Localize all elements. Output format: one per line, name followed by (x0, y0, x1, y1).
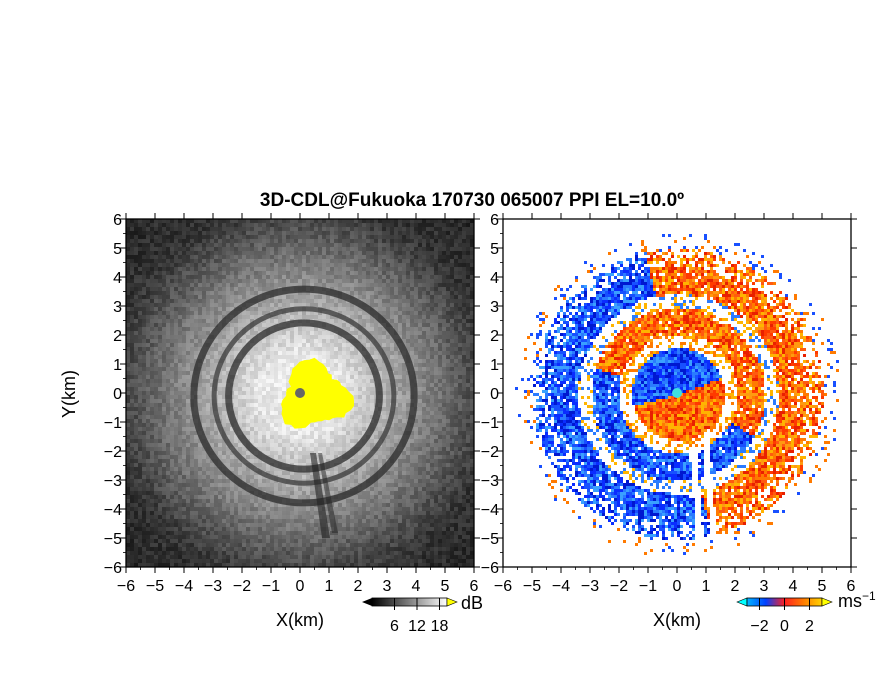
beam-shadow (318, 453, 338, 533)
y-tick-label: 3 (113, 299, 122, 316)
x-tick-label: 0 (673, 578, 682, 595)
y-tick-label: 3 (490, 299, 499, 316)
y-tick-label: 5 (113, 241, 122, 258)
reflectivity-ring (225, 319, 383, 473)
colorbar-tick-label: 2 (805, 618, 814, 635)
x-tick-label: 3 (760, 578, 769, 595)
y-tick-label: 0 (113, 386, 122, 403)
y-tick-label: 4 (490, 270, 499, 287)
y-tick-label: 5 (490, 241, 499, 258)
y-tick-label: 0 (490, 386, 499, 403)
x-tick-label: −4 (175, 578, 193, 595)
x-tick-label: −1 (262, 578, 280, 595)
chart-title: 3D-CDL@Fukuoka 170730 065007 PPI EL=10.0… (260, 190, 684, 211)
colorbar-unit-ms: ms−1 (838, 589, 876, 611)
y-tick-label: −1 (481, 415, 499, 432)
x-tick-label: −5 (523, 578, 541, 595)
reflectivity-ring (190, 285, 418, 507)
colorbar-tick-label: −2 (750, 618, 768, 635)
colorbar-under-arrow (736, 597, 748, 607)
x-tick-label: −3 (581, 578, 599, 595)
colorbar-gradient (371, 597, 448, 607)
x-tick-label: 1 (702, 578, 711, 595)
x-tick-label: −6 (117, 578, 135, 595)
radar-site-marker (295, 388, 305, 398)
x-tick-label: 2 (354, 578, 363, 595)
y-tick-label: −3 (481, 473, 499, 490)
y-tick-label: −3 (104, 473, 122, 490)
y-tick-label: 6 (490, 212, 499, 229)
velocity-colorbar: −2 0 2 ms−1 (736, 589, 876, 635)
x-tick-label: 0 (296, 578, 305, 595)
reflectivity-panel: −6 −5 −4 −3 −2 −1 0 1 2 3 4 5 6 6 5 4 3 2 1 0 −1 −2 −3 −4 −5 −6 X… (59, 212, 480, 630)
y-tick-label: −2 (104, 444, 122, 461)
y-tick-label: 6 (113, 212, 122, 229)
velocity-panel: −6 −5 −4 −3 −2 −1 0 1 2 3 4 5 6 6 5 4 3 2 1 0 −1 −2 −3 −4 −5 −6 X… (481, 212, 857, 630)
y-tick-label: −2 (481, 444, 499, 461)
y-tick-label: 1 (490, 357, 499, 374)
colorbar-tick-label: 0 (780, 618, 789, 635)
y-axis-label: Y(km) (59, 370, 79, 418)
y-tick-label: −5 (481, 531, 499, 548)
colorbar-tick-label: 6 (390, 618, 399, 635)
x-axis-label-left: X(km) (276, 610, 324, 630)
reflectivity-ring (211, 306, 397, 486)
x-tick-label: 6 (847, 578, 856, 595)
y-tick-label: −6 (104, 560, 122, 577)
x-tick-label: −3 (204, 578, 222, 595)
colorbar-unit-db: dB (461, 593, 483, 613)
y-tick-label: −4 (104, 502, 122, 519)
colorbar-tick-label: 18 (431, 618, 449, 635)
x-tick-label: −2 (233, 578, 251, 595)
x-tick-label: 1 (325, 578, 334, 595)
reflectivity-image (126, 219, 474, 567)
y-tick-label: −5 (104, 531, 122, 548)
x-axis-label-right: X(km) (653, 610, 701, 630)
colorbar-tick-label: 12 (408, 618, 426, 635)
beam-shadow (310, 453, 330, 538)
x-tick-label: −1 (639, 578, 657, 595)
colorbar-under-arrow (362, 598, 372, 606)
x-tick-label: −5 (146, 578, 164, 595)
reflectivity-colorbar: 6 12 18 dB (362, 593, 483, 635)
x-tick-label: 4 (789, 578, 798, 595)
y-tick-label: −1 (104, 415, 122, 432)
x-tick-label: 3 (383, 578, 392, 595)
x-tick-label: 5 (441, 578, 450, 595)
y-tick-label: 1 (113, 357, 122, 374)
x-tick-label: −2 (610, 578, 628, 595)
colorbar-over-arrow (446, 597, 458, 607)
saturated-region (281, 357, 354, 429)
x-tick-label: 2 (731, 578, 740, 595)
velocity-center-marker (672, 388, 682, 398)
y-tick-label: −4 (481, 502, 499, 519)
x-tick-label: 5 (818, 578, 827, 595)
velocity-image (503, 219, 851, 567)
x-tick-label: 6 (470, 578, 479, 595)
x-tick-label: −6 (494, 578, 512, 595)
x-tick-label: −4 (552, 578, 570, 595)
y-tick-label: 2 (490, 328, 499, 345)
colorbar-over-arrow (821, 597, 833, 607)
y-tick-label: 2 (113, 328, 122, 345)
x-tick-label: 4 (412, 578, 421, 595)
y-tick-label: 4 (113, 270, 122, 287)
y-tick-label: −6 (481, 560, 499, 577)
